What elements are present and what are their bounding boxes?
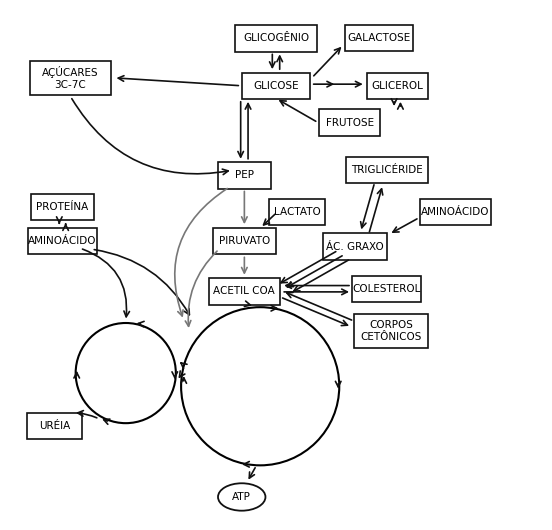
FancyBboxPatch shape: [235, 24, 317, 52]
Text: GLICOGÊNIO: GLICOGÊNIO: [243, 33, 309, 43]
FancyBboxPatch shape: [31, 194, 94, 220]
Text: ACETIL COA: ACETIL COA: [214, 286, 275, 296]
FancyBboxPatch shape: [323, 233, 387, 260]
Text: AMINOÁCIDO: AMINOÁCIDO: [421, 207, 490, 217]
FancyBboxPatch shape: [27, 413, 82, 439]
FancyBboxPatch shape: [213, 228, 276, 254]
FancyBboxPatch shape: [352, 276, 421, 302]
Text: PIRUVATO: PIRUVATO: [219, 236, 270, 246]
Text: AMINOÁCIDO: AMINOÁCIDO: [28, 236, 97, 246]
Text: FRUTOSE: FRUTOSE: [326, 118, 374, 128]
Text: AÇÚCARES
3C-7C: AÇÚCARES 3C-7C: [42, 66, 99, 90]
FancyBboxPatch shape: [354, 314, 428, 348]
FancyBboxPatch shape: [269, 199, 325, 225]
FancyBboxPatch shape: [242, 73, 310, 99]
FancyBboxPatch shape: [320, 110, 380, 136]
Text: COLESTEROL: COLESTEROL: [353, 284, 421, 294]
FancyBboxPatch shape: [344, 25, 413, 51]
Text: ÁC. GRAXO: ÁC. GRAXO: [326, 242, 384, 252]
FancyBboxPatch shape: [28, 228, 97, 254]
FancyBboxPatch shape: [367, 73, 428, 99]
Text: GLICEROL: GLICEROL: [371, 81, 423, 91]
Text: URÉIA: URÉIA: [39, 421, 70, 431]
FancyBboxPatch shape: [218, 162, 270, 189]
FancyBboxPatch shape: [346, 157, 428, 183]
Text: LACTATO: LACTATO: [274, 207, 321, 217]
Text: GALACTOSE: GALACTOSE: [347, 33, 411, 43]
FancyBboxPatch shape: [209, 278, 280, 305]
Text: CORPOS
CETÔNICOS: CORPOS CETÔNICOS: [360, 320, 422, 342]
Text: TRIGLICÉRIDE: TRIGLICÉRIDE: [351, 165, 423, 175]
Text: PROTEÍNA: PROTEÍNA: [36, 202, 89, 212]
FancyBboxPatch shape: [29, 61, 112, 95]
Text: PEP: PEP: [235, 170, 254, 180]
Text: ATP: ATP: [232, 492, 251, 502]
Text: GLICOSE: GLICOSE: [253, 81, 299, 91]
FancyBboxPatch shape: [420, 199, 491, 225]
Ellipse shape: [218, 483, 266, 511]
